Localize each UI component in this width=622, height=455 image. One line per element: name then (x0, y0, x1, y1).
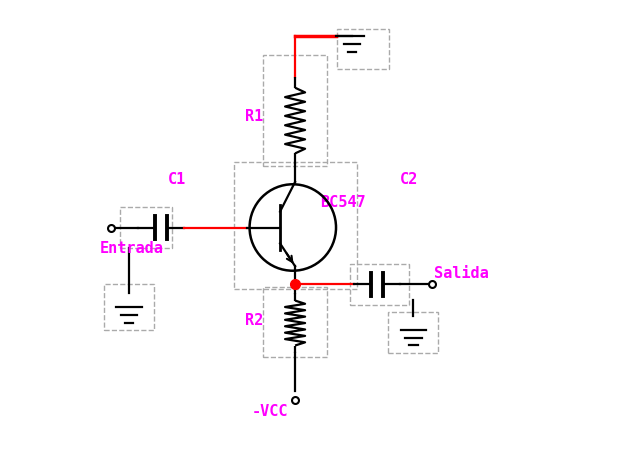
Text: Salida: Salida (434, 266, 489, 281)
Bar (120, 207, 172, 248)
Text: R2: R2 (245, 313, 263, 329)
Bar (350, 264, 409, 305)
Bar (388, 312, 439, 353)
Text: R1: R1 (245, 109, 263, 124)
Text: Entrada: Entrada (100, 241, 164, 256)
Text: -VCC: -VCC (252, 404, 289, 420)
Bar (104, 284, 154, 330)
Text: BC547: BC547 (320, 195, 366, 210)
Bar (234, 162, 356, 289)
Text: C2: C2 (400, 172, 418, 187)
Bar (337, 29, 389, 69)
Bar (263, 55, 327, 166)
Text: C1: C1 (168, 172, 186, 187)
Bar (263, 287, 327, 357)
